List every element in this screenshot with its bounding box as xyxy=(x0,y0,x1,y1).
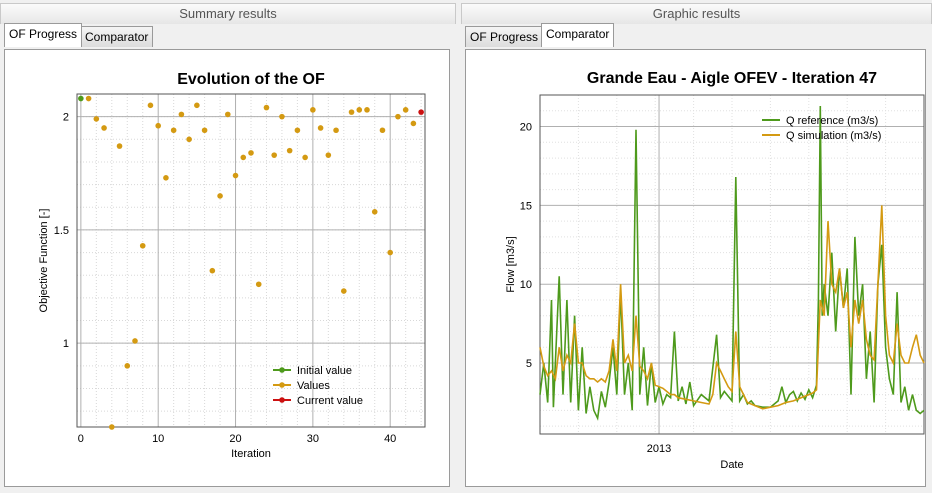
data-point xyxy=(194,102,200,109)
plot-area-border xyxy=(539,94,925,435)
data-point xyxy=(132,338,138,344)
data-point xyxy=(317,125,324,131)
tab-of-progress[interactable]: OF Progress xyxy=(4,23,83,47)
data-point xyxy=(364,107,370,113)
y-axis-label: Objective Function [-] xyxy=(38,209,50,313)
data-point xyxy=(402,107,409,113)
data-point xyxy=(310,107,316,113)
graphic-results-panel: Graphic results OF Progress Comparator G… xyxy=(461,0,932,493)
y-axis-label: Flow [m3/s] xyxy=(505,236,517,292)
comparator-content: Grande Eau - Aigle OFEV - Iteration 47 5 1… xyxy=(465,49,926,487)
legend-label: Q simulation (m3/s) xyxy=(786,130,881,142)
legend-marker xyxy=(279,397,285,403)
data-point xyxy=(201,127,208,134)
y-tick-label: 2 xyxy=(63,112,69,124)
tab-comparator[interactable]: Comparator xyxy=(541,23,615,47)
data-point xyxy=(217,193,223,199)
flow-comparison-chart: Grande Eau - Aigle OFEV - Iteration 47 5 1… xyxy=(505,70,925,471)
data-point xyxy=(418,109,424,115)
data-point xyxy=(387,249,394,256)
x-tick-label: 0 xyxy=(78,433,84,445)
x-tick-label: 20 xyxy=(229,433,241,445)
data-point xyxy=(341,288,347,294)
data-point xyxy=(170,127,177,134)
data-point xyxy=(78,95,84,102)
data-point xyxy=(139,242,146,249)
legend-label: Current value xyxy=(297,395,363,407)
data-point xyxy=(240,154,247,161)
data-point xyxy=(209,267,216,274)
legend-marker xyxy=(279,382,285,388)
x-axis-label: Date xyxy=(720,459,743,471)
data-point xyxy=(333,127,339,134)
y-tick-label: 1.5 xyxy=(54,225,69,237)
x-tick-label: 10 xyxy=(152,433,164,445)
x-axis-label: Iteration xyxy=(231,448,271,460)
data-point xyxy=(93,116,100,122)
summary-results-panel: Summary results OF Progress Comparator E… xyxy=(0,0,456,493)
data-point xyxy=(232,172,239,179)
tab-comparator[interactable]: Comparator xyxy=(80,26,154,47)
x-tick-label: 30 xyxy=(307,433,319,445)
of-evolution-chart: Evolution of the OF 0 10 20 30 40 1 1.5 2 Iterati… xyxy=(38,71,426,460)
data-point xyxy=(101,125,107,131)
legend-label: Initial value xyxy=(297,365,352,377)
data-point xyxy=(279,113,285,120)
series-line xyxy=(539,205,925,410)
data-point xyxy=(286,147,293,154)
data-point xyxy=(109,424,115,430)
data-point xyxy=(178,111,185,118)
legend-label: Q reference (m3/s) xyxy=(786,115,878,127)
data-point xyxy=(263,104,270,111)
data-point xyxy=(325,152,332,158)
data-point xyxy=(410,120,417,127)
y-tick-label: 1 xyxy=(63,338,69,350)
chart-title: Evolution of the OF xyxy=(177,71,325,88)
graphic-results-header: Graphic results xyxy=(461,3,932,24)
data-point xyxy=(348,109,355,115)
legend-marker xyxy=(279,367,285,373)
data-point xyxy=(155,122,161,129)
of-progress-content: Evolution of the OF 0 10 20 30 40 1 1.5 2 Iterati… xyxy=(4,49,450,487)
data-point xyxy=(248,150,254,156)
data-point xyxy=(395,113,401,120)
data-point xyxy=(186,136,192,143)
data-point xyxy=(225,111,231,118)
y-tick-label: 20 xyxy=(520,122,532,134)
y-tick-label: 5 xyxy=(526,358,532,370)
plot-area-border xyxy=(76,93,426,428)
tab-of-progress[interactable]: OF Progress xyxy=(465,26,544,47)
x-tick-label: 2013 xyxy=(647,443,671,455)
legend-label: Values xyxy=(297,380,330,392)
data-point xyxy=(124,363,131,369)
summary-results-header: Summary results xyxy=(0,3,456,24)
data-point xyxy=(294,127,301,134)
data-point xyxy=(85,95,92,102)
data-point xyxy=(379,127,386,134)
data-point xyxy=(271,152,278,158)
y-tick-label: 10 xyxy=(520,279,532,291)
data-point xyxy=(163,175,169,181)
data-point xyxy=(255,281,262,288)
data-point xyxy=(371,208,378,215)
data-point xyxy=(356,107,363,113)
data-point xyxy=(116,143,123,149)
x-tick-label: 40 xyxy=(384,433,396,445)
data-point xyxy=(302,154,308,161)
y-tick-label: 15 xyxy=(520,200,532,212)
chart-title: Grande Eau - Aigle OFEV - Iteration 47 xyxy=(587,70,877,87)
data-point xyxy=(147,102,154,109)
